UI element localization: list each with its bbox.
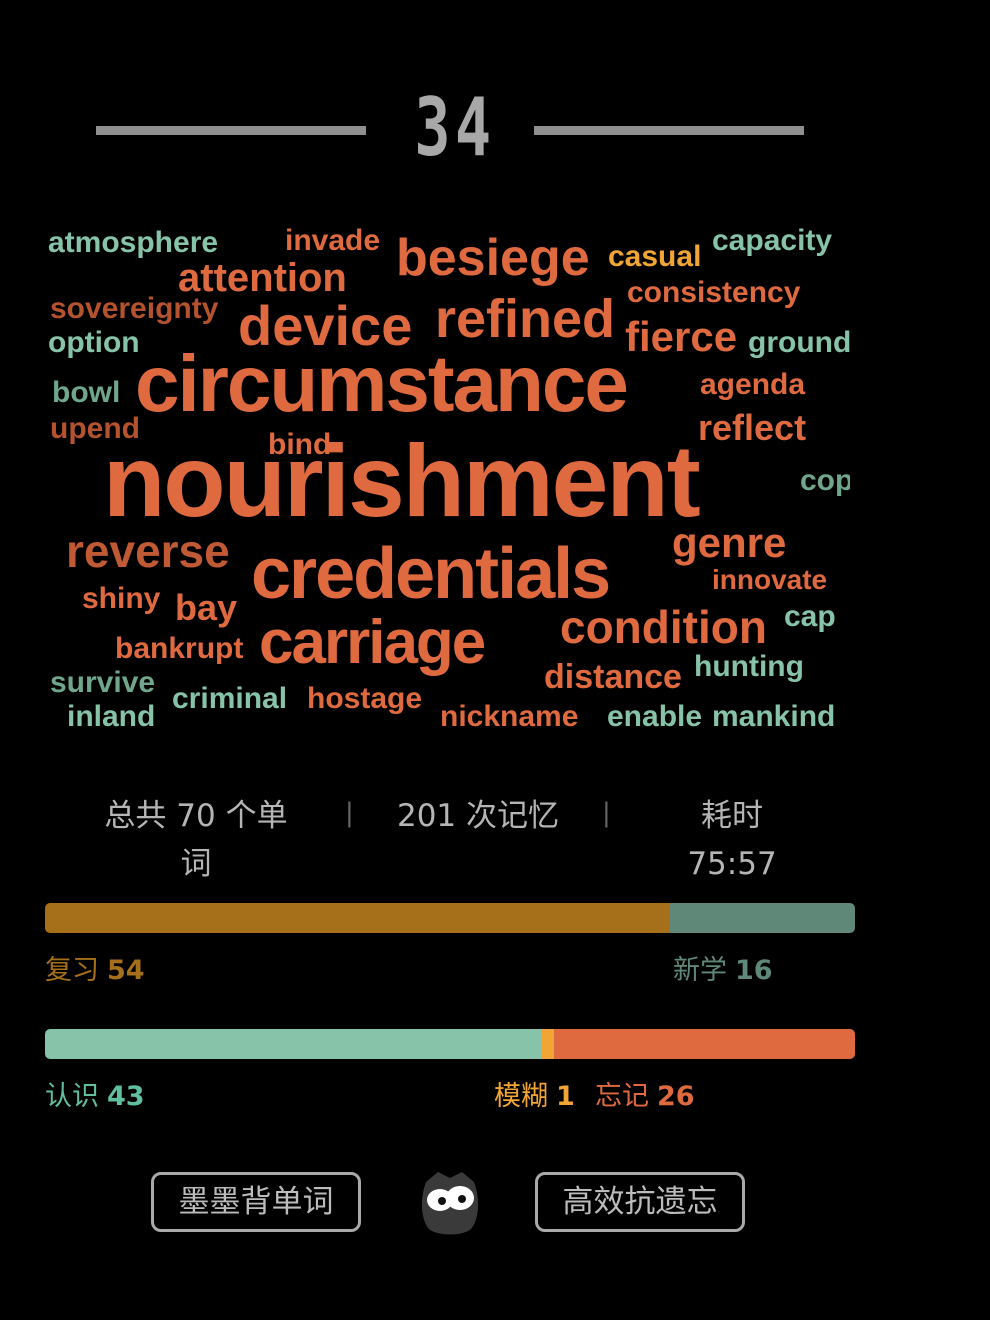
known-segment bbox=[45, 1029, 543, 1059]
cloud-word: nourishment bbox=[103, 424, 701, 538]
memory-count-stat: 201 次记忆 bbox=[396, 798, 560, 834]
fuzzy-label: 模糊 1 bbox=[494, 1081, 575, 1112]
new-count: 16 bbox=[735, 955, 773, 986]
fuzzy-count: 1 bbox=[556, 1081, 575, 1112]
stats-row: 总共 70 个单词 | 201 次记忆 | 耗时 75:57 bbox=[60, 792, 820, 892]
cloud-word: agenda bbox=[700, 368, 806, 401]
cloud-word: bankrupt bbox=[115, 632, 244, 665]
cloud-word: genre bbox=[672, 519, 787, 566]
cloud-word: atmosphere bbox=[48, 226, 219, 259]
cloud-word: carriage bbox=[259, 608, 486, 677]
cloud-word: circumstance bbox=[135, 339, 629, 428]
cloud-word: distance bbox=[544, 658, 682, 696]
owl-icon bbox=[421, 1172, 479, 1235]
cloud-word: ground bbox=[748, 326, 850, 359]
cloud-word: sovereignty bbox=[50, 292, 219, 325]
cloud-word: cap bbox=[784, 600, 836, 633]
cloud-word: bind bbox=[268, 428, 332, 461]
cloud-word: refined bbox=[435, 289, 616, 349]
fuzzy-segment bbox=[542, 1029, 554, 1059]
forgot-segment bbox=[553, 1029, 855, 1059]
cloud-word: criminal bbox=[172, 682, 288, 715]
cloud-word: upend bbox=[50, 412, 140, 445]
cloud-word: innovate bbox=[712, 564, 828, 595]
review-segment bbox=[45, 903, 670, 933]
cloud-word: shiny bbox=[82, 582, 161, 615]
time-label: 耗时 bbox=[701, 798, 763, 834]
header-right-line bbox=[534, 126, 804, 135]
cloud-word: fierce bbox=[625, 313, 738, 360]
review-label: 复习 54 bbox=[45, 955, 145, 986]
cloud-word: hunting bbox=[694, 650, 804, 683]
time-stat: 耗时 75:57 bbox=[632, 792, 832, 888]
app-name-button[interactable]: 墨墨背单词 bbox=[151, 1172, 361, 1232]
cloud-word: reverse bbox=[66, 525, 230, 577]
cloud-word: cop bbox=[800, 464, 850, 497]
cloud-word: attention bbox=[178, 256, 347, 300]
forgot-count: 26 bbox=[657, 1081, 695, 1112]
word-cloud: atmosphere invade besiege casual capacity att… bbox=[0, 0, 850, 760]
cloud-word: option bbox=[48, 326, 140, 359]
stats-separator: | bbox=[345, 798, 354, 828]
cloud-word: invade bbox=[285, 224, 381, 257]
header-left-line bbox=[96, 126, 366, 135]
slogan-button[interactable]: 高效抗遗忘 bbox=[535, 1172, 745, 1232]
cloud-word: enable bbox=[607, 700, 703, 733]
cloud-word: reflect bbox=[698, 407, 807, 448]
forgot-label: 忘记 26 bbox=[595, 1081, 695, 1112]
cloud-word: mankind bbox=[712, 700, 836, 733]
total-words-stat: 总共 70 个单词 bbox=[104, 798, 288, 882]
cloud-word: consistency bbox=[627, 276, 801, 309]
cloud-word: bowl bbox=[52, 376, 121, 409]
cloud-word: inland bbox=[67, 700, 156, 733]
day-number: 34 bbox=[414, 81, 496, 174]
cloud-word: bay bbox=[175, 587, 238, 628]
known-label: 认识 43 bbox=[45, 1081, 145, 1112]
cloud-word: hostage bbox=[307, 682, 423, 715]
cloud-word: besiege bbox=[396, 229, 590, 287]
cloud-word: nickname bbox=[440, 700, 579, 733]
cloud-word: device bbox=[238, 294, 413, 357]
cloud-word: casual bbox=[608, 240, 702, 273]
review-new-bar bbox=[45, 903, 855, 933]
cloud-word: survive bbox=[50, 666, 156, 699]
review-count: 54 bbox=[107, 955, 145, 986]
memory-bar bbox=[45, 1029, 855, 1059]
stats-separator: | bbox=[602, 798, 611, 828]
new-label: 新学 16 bbox=[673, 955, 773, 986]
time-value: 75:57 bbox=[687, 846, 777, 882]
cloud-word: condition bbox=[560, 601, 767, 653]
cloud-word: credentials bbox=[251, 534, 611, 614]
cloud-word: capacity bbox=[712, 224, 833, 257]
new-segment bbox=[669, 903, 855, 933]
known-count: 43 bbox=[107, 1081, 145, 1112]
